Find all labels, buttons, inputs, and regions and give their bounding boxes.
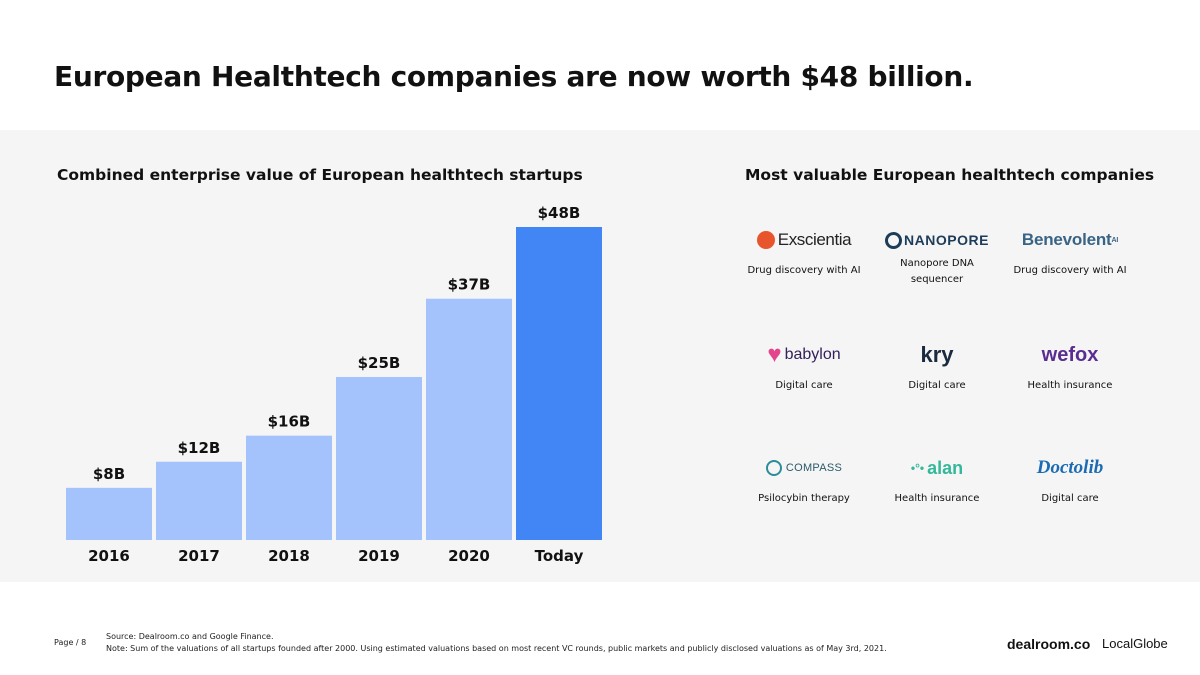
bar-2016 <box>66 487 152 540</box>
nanopore-logo: NANOPORE <box>867 225 1007 255</box>
x-tick-label: 2019 <box>358 547 400 565</box>
wefox-logo: wefox <box>1041 343 1099 366</box>
page-title: European Healthtech companies are now wo… <box>54 60 974 93</box>
compass-logo: COMPASS <box>734 453 874 483</box>
company-description: Digital care <box>1041 493 1099 504</box>
bar-value-label: $48B <box>538 204 581 222</box>
dealroom-logo: dealroom.co <box>1007 636 1091 652</box>
company-nanopore: NANOPORE Nanopore DNA sequencer <box>867 225 1007 288</box>
babylon-heart-icon: ♥ <box>767 341 782 368</box>
bar-today <box>516 227 602 540</box>
x-tick-label: 2016 <box>88 547 130 565</box>
bar-value-label: $12B <box>178 439 221 457</box>
bar-value-label: $25B <box>358 354 401 372</box>
exscientia-dot-icon <box>756 231 775 249</box>
companies-subtitle: Most valuable European healthtech compan… <box>745 166 1155 184</box>
company-alan: •°• alan Health insurance <box>867 453 1007 507</box>
bar-value-label: $37B <box>448 276 491 294</box>
source-text: Source: Dealroom.co and Google Finance. <box>106 632 274 641</box>
exscientia-logo: Exscientia <box>734 225 874 255</box>
company-description: Nanopore DNA sequencer <box>900 258 974 285</box>
company-description: Health insurance <box>894 493 980 504</box>
company-benevolent: Benevolent AI Drug discovery with AI <box>1000 225 1140 279</box>
company-kry: kry Digital care <box>867 340 1007 394</box>
x-tick-label: 2018 <box>268 547 310 565</box>
babylon-logo: ♥ babylon <box>767 341 841 368</box>
page-number: Page / 8 <box>54 638 87 647</box>
company-wefox: wefox Health insurance <box>1000 340 1140 394</box>
company-description: Health insurance <box>1027 380 1113 391</box>
company-description: Digital care <box>775 380 833 391</box>
source-note: Source: Dealroom.co and Google Finance. … <box>106 631 887 655</box>
x-tick-label: 2017 <box>178 547 220 565</box>
bar-2020 <box>426 298 512 540</box>
alan-dots-icon: •°• <box>910 461 925 475</box>
benevolent-logo: Benevolent AI <box>1021 230 1119 249</box>
company-description: Drug discovery with AI <box>1013 265 1127 276</box>
bar-2019 <box>336 376 422 540</box>
company-compass: COMPASS Psilocybin therapy <box>734 453 874 507</box>
alan-logo: •°• alan <box>910 457 964 478</box>
company-doctolib: Doctolib Digital care <box>1000 453 1140 507</box>
x-tick-label: 2020 <box>448 547 490 565</box>
x-tick-label: Today <box>535 547 584 565</box>
compass-ring-icon <box>765 460 782 476</box>
company-description: Drug discovery with AI <box>747 265 861 276</box>
company-description: Psilocybin therapy <box>758 493 850 504</box>
chart-subtitle: Combined enterprise value of European he… <box>57 166 583 184</box>
doctolib-logo: Doctolib <box>1036 457 1104 478</box>
company-description: Digital care <box>908 380 966 391</box>
nanopore-ring-icon <box>885 231 903 249</box>
bar-2017 <box>156 461 242 540</box>
company-babylon: ♥ babylon Digital care <box>734 340 874 394</box>
note-text: Note: Sum of the valuations of all start… <box>106 644 887 653</box>
bar-value-label: $16B <box>268 413 311 431</box>
localglobe-logo: LocalGlobe <box>1102 636 1168 651</box>
kry-logo: kry <box>920 342 954 367</box>
company-exscientia: Exscientia Drug discovery with AI <box>734 225 874 279</box>
bar-value-label: $8B <box>93 465 125 483</box>
bar-2018 <box>246 435 332 540</box>
